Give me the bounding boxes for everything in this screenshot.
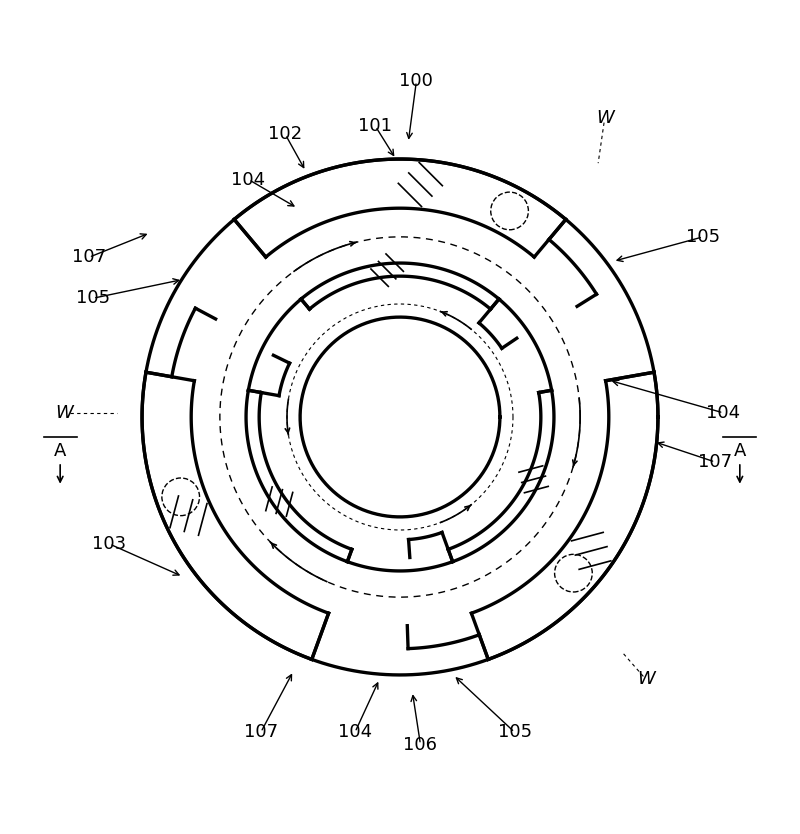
Text: 107: 107 (72, 249, 106, 266)
Text: A: A (54, 442, 66, 460)
Text: 102: 102 (268, 125, 302, 143)
Text: W: W (596, 109, 614, 127)
Text: 103: 103 (92, 535, 126, 553)
Text: 104: 104 (338, 723, 372, 741)
Text: 105: 105 (498, 723, 532, 741)
Text: A: A (734, 442, 746, 460)
Text: 105: 105 (76, 289, 110, 307)
Text: W: W (637, 670, 654, 688)
Text: 100: 100 (399, 73, 434, 90)
Text: 106: 106 (403, 736, 438, 754)
Text: 107: 107 (244, 723, 278, 741)
Text: 101: 101 (358, 118, 393, 135)
Text: 105: 105 (686, 228, 720, 246)
Text: 107: 107 (698, 453, 732, 471)
Text: 104: 104 (706, 404, 741, 422)
Text: 104: 104 (231, 170, 266, 188)
Text: W: W (55, 404, 73, 422)
